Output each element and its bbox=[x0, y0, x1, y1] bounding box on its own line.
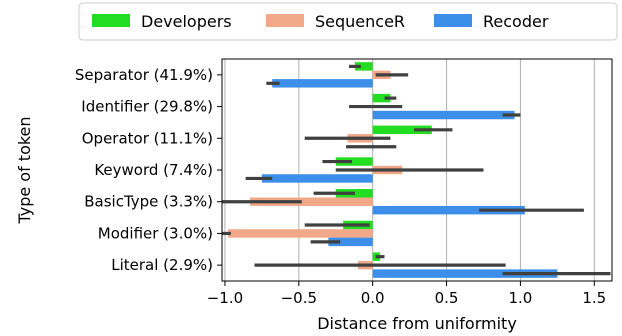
x-tick-label: −0.5 bbox=[281, 289, 317, 307]
bar-developers bbox=[335, 157, 373, 166]
y-tick-label: Operator (11.1%) bbox=[82, 129, 213, 147]
bar-recoder bbox=[261, 174, 373, 183]
legend-label-sequencer: SequenceR bbox=[315, 12, 405, 31]
x-axis-label: Distance from uniformity bbox=[317, 314, 517, 333]
legend-frame bbox=[78, 2, 618, 41]
bar-recoder bbox=[272, 79, 373, 88]
y-tick-label: Modifier (3.0%) bbox=[98, 224, 213, 242]
legend: Developers SequenceR Recoder bbox=[78, 2, 618, 41]
bar-developers bbox=[354, 62, 373, 71]
legend-label-recoder: Recoder bbox=[483, 12, 549, 31]
error-bars bbox=[222, 64, 611, 276]
y-tick-label: Separator (41.9%) bbox=[75, 66, 213, 84]
legend-label-developers: Developers bbox=[141, 12, 232, 31]
x-tick-label: 0.0 bbox=[361, 289, 385, 307]
y-tick-label: Keyword (7.4%) bbox=[94, 161, 213, 179]
legend-swatch-sequencer bbox=[266, 14, 304, 27]
x-tick-label: 0.5 bbox=[435, 289, 459, 307]
x-tick-label: −1.0 bbox=[207, 289, 243, 307]
y-axis: Separator (41.9%) Identifier (29.8%) Opera… bbox=[75, 66, 222, 274]
y-tick-label: BasicType (3.3%) bbox=[84, 193, 213, 211]
bar-sequencer bbox=[250, 197, 373, 206]
x-axis: −1.0 −0.5 0.0 0.5 1.0 1.5 bbox=[207, 281, 606, 307]
x-tick-label: 1.0 bbox=[508, 289, 532, 307]
x-tick-label: 1.5 bbox=[582, 289, 606, 307]
y-axis-label: Type of token bbox=[15, 116, 34, 224]
bar-recoder bbox=[372, 205, 525, 215]
y-tick-label: Identifier (29.8%) bbox=[81, 98, 213, 116]
bar-developers bbox=[372, 93, 391, 103]
y-tick-label: Literal (2.9%) bbox=[111, 256, 213, 274]
legend-swatch-recoder bbox=[434, 14, 472, 27]
bar-recoder bbox=[372, 110, 515, 120]
bar-developers bbox=[372, 125, 432, 135]
bar-recoder bbox=[328, 237, 373, 247]
bar-sequencer bbox=[227, 229, 373, 238]
bar-recoder bbox=[372, 269, 558, 278]
legend-swatch-developers bbox=[92, 14, 130, 27]
